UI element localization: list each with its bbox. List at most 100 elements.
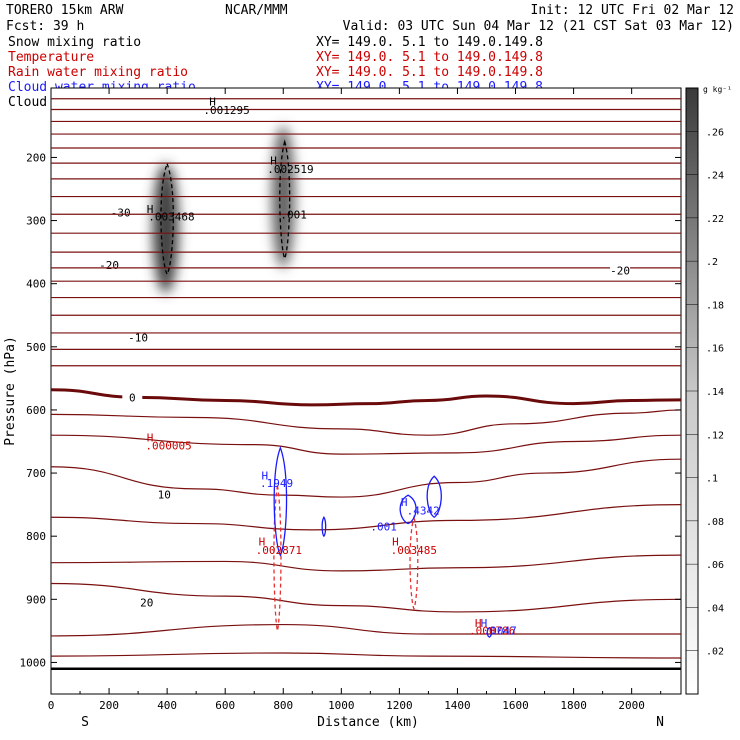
annotation-layer: H.001295H.003468H.002519.001H.000005H.19… xyxy=(145,96,516,638)
legend-coords: XY= 149.0. 5.1 to 149.0.149.8 xyxy=(316,50,543,65)
maximum-marker: H xyxy=(259,536,266,549)
x-tick-label: 0 xyxy=(48,699,55,712)
y-tick-label: 200 xyxy=(26,151,46,164)
cloud-ice-contour xyxy=(160,161,174,276)
maximum-value: .1949 xyxy=(260,477,293,490)
colorbar-tick-label: .12 xyxy=(706,430,724,441)
north-label: N xyxy=(656,715,664,730)
contour-label-bg xyxy=(128,331,149,345)
colorbar-tick-label: .08 xyxy=(706,517,724,528)
temperature-contour-label: -10 xyxy=(128,331,148,344)
maximum-value: .001 xyxy=(370,521,397,534)
x-tick-label: 1000 xyxy=(328,699,355,712)
colorbar-tick-label: .2 xyxy=(706,257,718,268)
maximum-value: .002871 xyxy=(256,544,302,557)
x-tick-label: 200 xyxy=(99,699,119,712)
colorbar-tick-label: .04 xyxy=(706,603,724,614)
temperature-contour-label: 10 xyxy=(158,489,171,502)
maximum-marker: H xyxy=(475,617,482,630)
colorbar-tick-label: .02 xyxy=(706,647,724,658)
maximum-marker: H xyxy=(270,154,277,167)
maximum-marker: H xyxy=(392,536,399,549)
temperature-contour-label: 20 xyxy=(140,596,153,609)
temperature-contour xyxy=(51,434,681,455)
x-tick-label: 400 xyxy=(157,699,177,712)
y-axis-label: Pressure (hPa) xyxy=(3,336,18,446)
maximum-value: .0047 xyxy=(484,625,517,638)
temperature-contour-layer: -30 -20 -20 -10 0 10 20 xyxy=(51,98,681,659)
contour-label-bg xyxy=(110,206,131,220)
hydrometeor-contour-layer xyxy=(160,139,493,638)
axes: 0 200 400 600 800 1000 1200 1400 1600 1800 2000200… xyxy=(20,88,681,712)
temperature-contour-label: -20 xyxy=(99,259,119,272)
colorbar-tick-label: .1 xyxy=(706,474,718,485)
valid-label: Valid: 03 UTC Sun 04 Mar 12 (21 CST Sat … xyxy=(343,19,734,34)
maximum-marker: H xyxy=(147,432,154,445)
y-tick-label: 600 xyxy=(26,404,46,417)
colorbar-tick-label: .22 xyxy=(706,214,724,225)
maximum-value: .001 xyxy=(280,209,307,222)
center-label: NCAR/MMM xyxy=(225,3,288,18)
maximum-marker: H xyxy=(147,203,154,216)
temperature-contour-label: -30 xyxy=(111,206,131,219)
colorbar-tick-label: .14 xyxy=(706,387,724,398)
x-tick-label: 1200 xyxy=(386,699,413,712)
y-tick-label: 900 xyxy=(26,593,46,606)
temperature-contour xyxy=(51,409,681,436)
legend-coords: XY= 149.0. 5.1 to 149.0.149.8 xyxy=(316,65,543,80)
maximum-marker: H xyxy=(209,96,216,109)
colorbar-tick-label: .24 xyxy=(706,171,724,182)
temperature-contour xyxy=(51,388,681,407)
maximum-value: .003468 xyxy=(148,211,194,224)
maximum-value: .003485 xyxy=(391,544,437,557)
maximum-value: .000786 xyxy=(469,625,515,638)
forecast-label: Fcst: 39 h xyxy=(6,19,84,34)
south-label: S xyxy=(81,715,89,730)
cloud-water-contour xyxy=(273,445,288,557)
temperature-contour xyxy=(51,458,681,498)
y-tick-label: 1000 xyxy=(20,656,47,669)
cloud-water-contour xyxy=(321,516,327,538)
temperature-contour xyxy=(51,504,681,531)
colorbar-tick-label: .06 xyxy=(706,560,724,571)
x-tick-label: 1400 xyxy=(444,699,471,712)
temperature-contour xyxy=(51,582,681,613)
contour-label-bg xyxy=(136,596,157,610)
cloud-water-contour xyxy=(399,494,417,525)
y-tick-label: 500 xyxy=(26,341,46,354)
legend-label: Snow mixing ratio xyxy=(8,35,141,50)
contour-label-bg xyxy=(122,391,143,405)
temperature-contour-label: 0 xyxy=(129,391,136,404)
colorbar-tick-label: .16 xyxy=(706,344,724,355)
contour-label-bg xyxy=(610,264,631,278)
cloud-water-contour xyxy=(426,475,442,519)
x-tick-label: 1600 xyxy=(502,699,529,712)
y-tick-label: 400 xyxy=(26,278,46,291)
x-axis-label: Distance (km) xyxy=(317,715,419,730)
y-tick-label: 700 xyxy=(26,467,46,480)
model-label: TORERO 15km ARW xyxy=(6,3,124,18)
maximum-marker: H xyxy=(261,469,268,482)
maximum-marker: H xyxy=(481,617,488,630)
cloud-ice-contour xyxy=(279,139,291,261)
legend-label: Rain water mixing ratio xyxy=(8,65,188,80)
x-tick-label: 800 xyxy=(273,699,293,712)
rain-contour xyxy=(409,514,419,611)
x-tick-label: 600 xyxy=(215,699,235,712)
temperature-contour-label: -20 xyxy=(610,264,630,277)
y-tick-label: 800 xyxy=(26,530,46,543)
temperature-contour xyxy=(51,623,681,637)
maximum-value: .001295 xyxy=(203,104,249,117)
colorbar-tick-label: .26 xyxy=(706,127,724,138)
maximum-value: .000005 xyxy=(145,440,191,453)
x-tick-label: 1800 xyxy=(560,699,587,712)
snow-shading-plume xyxy=(152,163,179,294)
legend-coords: XY= 149.0. 5.1 to 149.0.149.8 xyxy=(316,35,543,50)
temperature-contour xyxy=(51,652,681,659)
y-tick-label: 300 xyxy=(26,215,46,228)
cloud-water-contour xyxy=(486,626,493,638)
maximum-value: .4342 xyxy=(407,505,440,518)
init-label: Init: 12 UTC Fri 02 Mar 12 xyxy=(531,3,735,18)
